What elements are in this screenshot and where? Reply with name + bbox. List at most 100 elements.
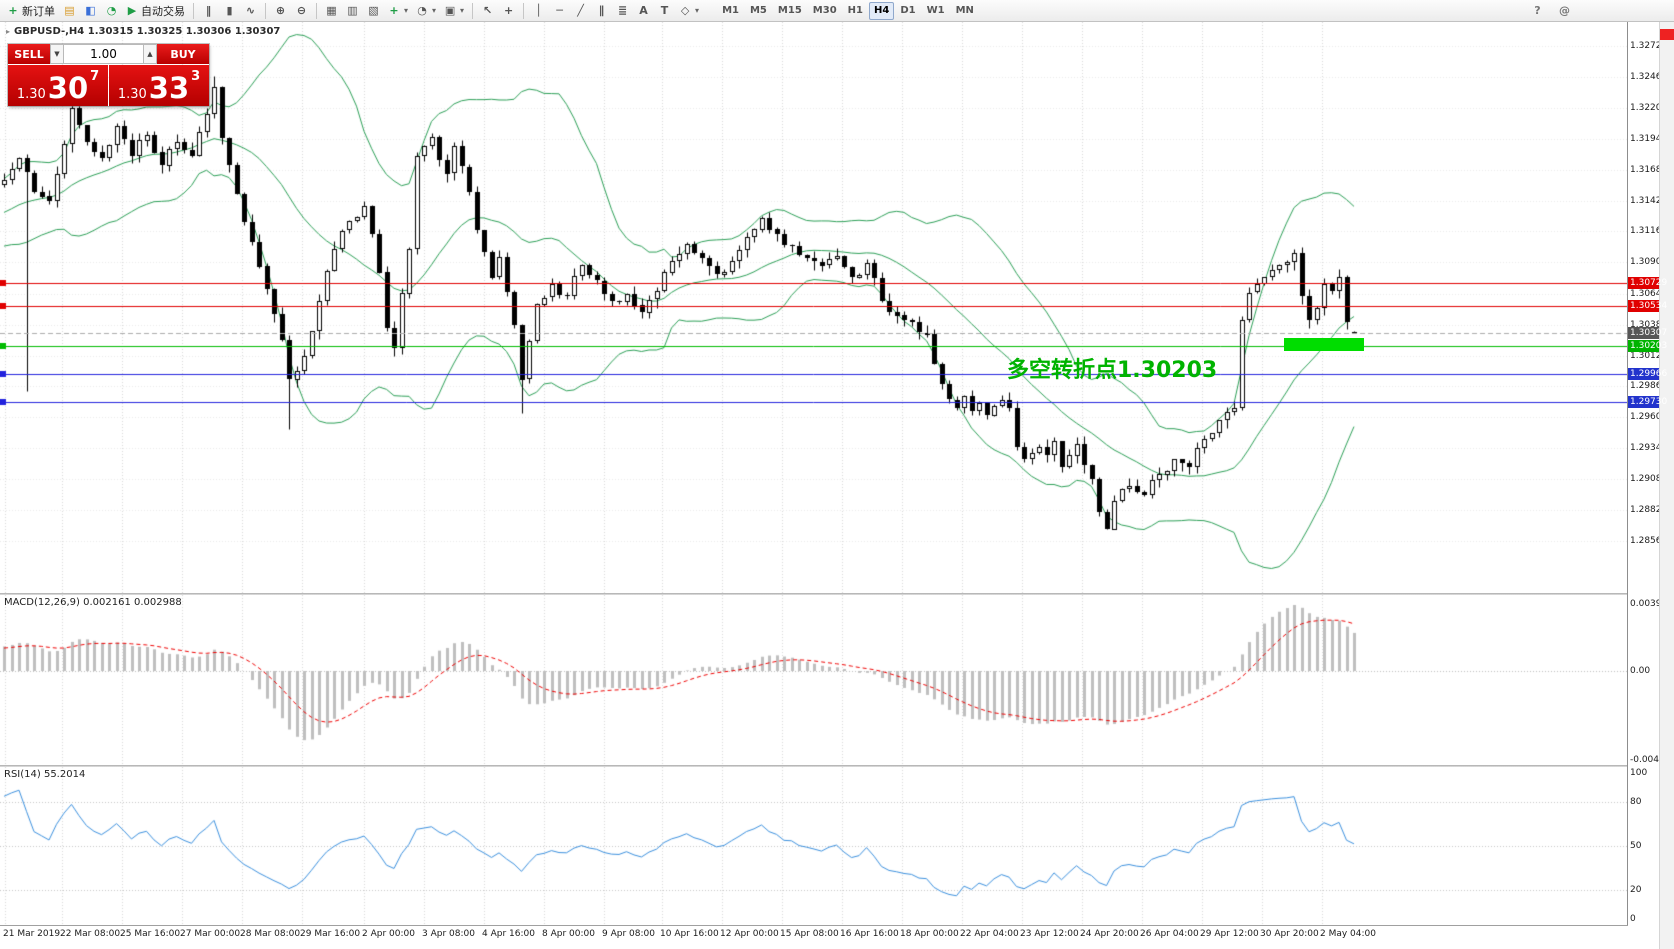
timeframe-d1-button[interactable]: D1 bbox=[900, 5, 916, 16]
vertical-line-button[interactable]: │ bbox=[528, 1, 549, 20]
time-axis-label: 25 Mar 16:00 bbox=[120, 929, 181, 939]
refresh-button[interactable]: ◔ bbox=[101, 1, 122, 20]
market-watch-icon: ◧ bbox=[85, 4, 96, 17]
time-axis-label: 8 Apr 00:00 bbox=[542, 929, 595, 939]
zoom-out-button[interactable]: ⊖ bbox=[291, 1, 312, 20]
text-icon: A bbox=[639, 4, 648, 17]
dropdown-arrow-icon[interactable]: ▾ bbox=[432, 6, 437, 15]
time-axis-label: 15 Apr 08:00 bbox=[780, 929, 839, 939]
time-axis-label: 2 May 04:00 bbox=[1320, 929, 1376, 939]
toolbar-button-group: + 新订单 ▤ ◧ ◔ ▶ 自动交易 ‖ ▮ ∿ ⊕ ⊖ ▦ ▥ ▧ + ▾ ◔ ▾ ▣ ▾ ↖ + │ ─ ╱ ∥ ≣ A T ◇ ▾ bbox=[3, 0, 703, 21]
time-axis-label: 27 Mar 00:00 bbox=[180, 929, 241, 939]
chart-annotation-text[interactable]: 多空转折点1.30203 bbox=[1007, 358, 1218, 383]
text-button[interactable]: A bbox=[633, 1, 654, 20]
sell-button[interactable]: SELL bbox=[8, 44, 50, 64]
new-order-button-label: 新订单 bbox=[22, 4, 55, 18]
autotrading-button[interactable]: ▶ 自动交易 bbox=[122, 1, 189, 20]
time-axis-label: 9 Apr 08:00 bbox=[602, 929, 655, 939]
help-button[interactable]: ? bbox=[1527, 1, 1548, 20]
tile-windows-button[interactable]: ▦ bbox=[321, 1, 342, 20]
templates-button[interactable]: ▣ ▾ bbox=[440, 1, 468, 20]
community-button[interactable]: @ bbox=[1554, 1, 1575, 20]
time-axis-label: 22 Mar 08:00 bbox=[60, 929, 121, 939]
line-chart-icon: ∿ bbox=[245, 4, 256, 17]
time-axis[interactable]: 21 Mar 2019 22 Mar 08:00 25 Mar 16:00 27 Ma… bbox=[0, 926, 1628, 949]
symbol-icon: ▸ bbox=[6, 27, 11, 36]
market-watch-button[interactable]: ◧ bbox=[80, 1, 101, 20]
price-axis-label: 1.29600 bbox=[1630, 412, 1668, 423]
zoom-in-button[interactable]: ⊕ bbox=[270, 1, 291, 20]
cursor-button[interactable]: ↖ bbox=[477, 1, 498, 20]
new-order-button[interactable]: + 新订单 bbox=[3, 1, 59, 20]
volume-decrease-button[interactable]: ▼ bbox=[50, 44, 64, 64]
price-axis[interactable]: 1.32725 1.32465 1.32205 1.31945 1.31685 1.314… bbox=[1628, 22, 1674, 925]
add-indicator-button[interactable]: + ▾ bbox=[384, 1, 412, 20]
volume-increase-button[interactable]: ▲ bbox=[143, 44, 157, 64]
price-axis-label: 1.28560 bbox=[1630, 535, 1668, 546]
scrollbar-marker bbox=[1660, 29, 1674, 40]
time-axis-label: 3 Apr 08:00 bbox=[422, 929, 475, 939]
refresh-icon: ◔ bbox=[106, 4, 117, 17]
macd-panel-canvas[interactable] bbox=[0, 595, 1627, 765]
periods-button[interactable]: ◔ ▾ bbox=[412, 1, 440, 20]
support-line-tag-2: 1.29730 bbox=[1628, 395, 1668, 408]
highlight-bar[interactable] bbox=[1284, 338, 1364, 351]
sell-price-main: 30 bbox=[47, 71, 89, 105]
sell-price-display[interactable]: 1.30 30 7 bbox=[8, 65, 108, 106]
macd-axis-label: 0.003912 bbox=[1630, 599, 1673, 609]
horizontal-line-button[interactable]: ─ bbox=[549, 1, 570, 20]
label-button[interactable]: T bbox=[654, 1, 675, 20]
macd-indicator-label: MACD(12,26,9) 0.002161 0.002988 bbox=[4, 597, 182, 608]
panel-splitter[interactable] bbox=[0, 765, 1628, 767]
fibonacci-button[interactable]: ≣ bbox=[612, 1, 633, 20]
label-icon: T bbox=[660, 4, 669, 17]
candlestick-chart-button[interactable]: ▮ bbox=[219, 1, 240, 20]
sell-price-pip: 7 bbox=[90, 69, 100, 84]
buy-price-display[interactable]: 1.30 33 3 bbox=[109, 65, 209, 106]
timeframe-mn-button[interactable]: MN bbox=[955, 5, 974, 16]
buy-button[interactable]: BUY bbox=[157, 44, 209, 64]
toolbar-separator bbox=[193, 2, 194, 19]
buy-price-prefix: 1.30 bbox=[117, 87, 147, 102]
profiles-button[interactable]: ▤ bbox=[59, 1, 80, 20]
volume-input[interactable]: 1.00 bbox=[64, 44, 143, 64]
cascade-windows-button[interactable]: ▥ bbox=[342, 1, 363, 20]
time-axis-label: 22 Apr 04:00 bbox=[960, 929, 1019, 939]
time-axis-label: 2 Apr 00:00 bbox=[362, 929, 415, 939]
price-chart-canvas[interactable] bbox=[0, 22, 1627, 593]
help-icon: ? bbox=[1534, 4, 1541, 17]
bar-chart-button[interactable]: ‖ bbox=[198, 1, 219, 20]
crosshair-button[interactable]: + bbox=[498, 1, 519, 20]
rsi-axis-label: 50 bbox=[1630, 841, 1642, 851]
timeframe-w1-button[interactable]: W1 bbox=[926, 5, 945, 16]
rsi-panel-canvas[interactable] bbox=[0, 767, 1627, 925]
timeframe-m1-button[interactable]: M1 bbox=[722, 5, 739, 16]
timeframe-m5-button[interactable]: M5 bbox=[749, 5, 767, 16]
chart-scrollbar[interactable] bbox=[1659, 22, 1674, 949]
periods-icon: ◔ bbox=[417, 4, 427, 17]
equidistant-channel-button[interactable]: ∥ bbox=[591, 1, 612, 20]
dropdown-arrow-icon[interactable]: ▾ bbox=[460, 6, 465, 15]
templates-icon: ▣ bbox=[444, 4, 456, 17]
dropdown-arrow-icon[interactable]: ▾ bbox=[695, 6, 700, 15]
arrange-windows-button[interactable]: ▧ bbox=[363, 1, 384, 20]
timeframe-m30-button[interactable]: M30 bbox=[812, 5, 837, 16]
trendline-button[interactable]: ╱ bbox=[570, 1, 591, 20]
equidistant-channel-icon: ∥ bbox=[598, 4, 605, 17]
panel-splitter[interactable] bbox=[0, 593, 1628, 595]
timeframe-h4-button[interactable]: H4 bbox=[868, 1, 895, 20]
time-axis-label: 29 Apr 12:00 bbox=[1200, 929, 1259, 939]
price-axis-label: 1.30120 bbox=[1630, 350, 1668, 361]
time-axis-label: 4 Apr 16:00 bbox=[482, 929, 535, 939]
resistance-line-tag-2: 1.30534 bbox=[1628, 300, 1668, 313]
macd-axis-label: 0.00 bbox=[1630, 666, 1651, 676]
rsi-axis-label: 100 bbox=[1630, 768, 1648, 778]
timeframe-h1-button[interactable]: H1 bbox=[847, 5, 863, 16]
dropdown-arrow-icon[interactable]: ▾ bbox=[404, 6, 409, 15]
toolbar-separator bbox=[523, 2, 525, 19]
shapes-button[interactable]: ◇ ▾ bbox=[675, 1, 703, 20]
timeframe-m15-button[interactable]: M15 bbox=[777, 5, 802, 16]
fibonacci-icon: ≣ bbox=[617, 4, 628, 17]
line-chart-button[interactable]: ∿ bbox=[240, 1, 261, 20]
